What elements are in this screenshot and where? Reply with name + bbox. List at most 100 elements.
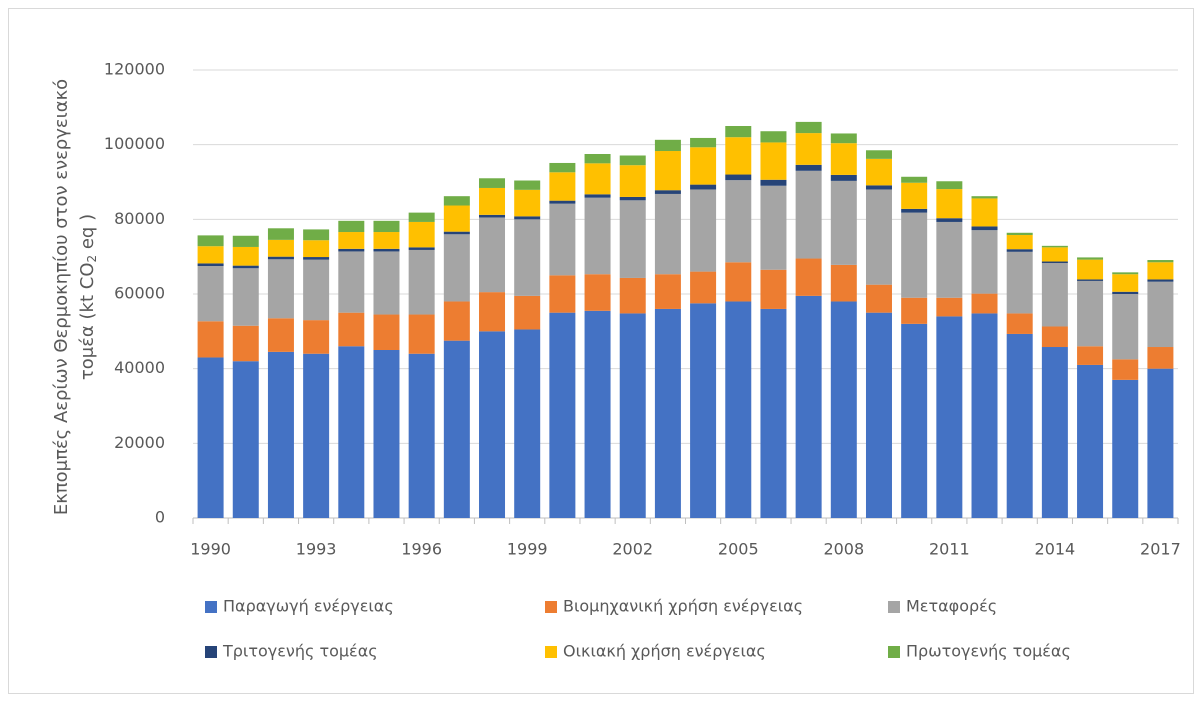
bar-segment — [1077, 279, 1104, 281]
bar-segment — [971, 293, 998, 314]
bar-segment — [408, 314, 435, 354]
bar-segment — [830, 301, 857, 518]
legend-swatch — [545, 646, 557, 658]
bar-segment — [901, 212, 928, 298]
bar-segment — [584, 163, 611, 195]
y-tick-label: 120000 — [104, 60, 165, 79]
legend-label: Πρωτογενής τομέας — [906, 642, 1071, 661]
bar-segment — [338, 346, 365, 518]
bar-segment — [690, 184, 717, 190]
bar-segment — [690, 303, 717, 518]
bar-segment — [1147, 368, 1174, 518]
legend-swatch — [205, 601, 217, 613]
bar-segment — [267, 351, 294, 518]
bar-segment — [654, 274, 681, 309]
bar-segment — [760, 142, 787, 180]
bar-segment — [725, 137, 752, 175]
bar-segment — [197, 266, 224, 322]
bar-segment — [408, 221, 435, 248]
legend-label: Παραγωγή ενέργειας — [223, 597, 394, 616]
bar-segment — [338, 232, 365, 249]
bar-segment — [197, 235, 224, 247]
bar-segment — [971, 313, 998, 518]
bar-segment — [584, 194, 611, 198]
bar-segment — [584, 274, 611, 311]
bar-segment — [549, 172, 576, 201]
bar-segment — [549, 200, 576, 204]
bar-segment — [1112, 379, 1139, 518]
bar-segment — [479, 331, 506, 518]
bar-segment — [725, 301, 752, 518]
bar-segment — [443, 205, 470, 232]
legend-label: Οικιακή χρήση ενέργειας — [563, 642, 766, 661]
x-tick-label: 1990 — [190, 540, 231, 559]
bar-segment — [549, 162, 576, 173]
bar-segment — [936, 189, 963, 219]
bar-segment — [408, 247, 435, 250]
bar-segment — [197, 357, 224, 518]
bar-segment — [584, 310, 611, 518]
bar-segment — [267, 259, 294, 319]
legend-label: Τριτογενής τομέας — [222, 642, 378, 661]
bar-segment — [690, 137, 717, 148]
bar-segment — [865, 312, 892, 518]
bar-segment — [1006, 313, 1033, 334]
legend-swatch — [545, 601, 557, 613]
bar-segment — [901, 176, 928, 183]
bar-segment — [232, 235, 259, 247]
bar-segment — [373, 314, 400, 350]
legend-label: Μεταφορές — [906, 597, 997, 616]
bar-segment — [1147, 347, 1174, 369]
bar-segment — [1147, 262, 1174, 280]
legend-swatch — [205, 646, 217, 658]
x-tick-label: 1999 — [507, 540, 548, 559]
bar-segment — [795, 170, 822, 259]
bar-segment — [514, 189, 541, 217]
bar-segment — [830, 174, 857, 181]
bar-segment — [584, 197, 611, 275]
bar-segment — [725, 126, 752, 138]
bar-segment — [936, 181, 963, 190]
bar-segment — [725, 180, 752, 263]
bar-segment — [1006, 333, 1033, 518]
bar-segment — [1147, 279, 1174, 282]
bar-segment — [232, 265, 259, 269]
bar-segment — [549, 203, 576, 276]
bar-segment — [338, 248, 365, 252]
bar-segment — [373, 350, 400, 518]
bar-segment — [1077, 257, 1104, 260]
x-tick-label: 2008 — [823, 540, 864, 559]
legend-label: Βιομηχανική χρήση ενέργειας — [563, 597, 803, 616]
bar-segment — [971, 226, 998, 231]
bar-segment — [303, 259, 330, 321]
bar-segment — [267, 239, 294, 257]
bar-segment — [303, 229, 330, 241]
bar-segment — [1147, 260, 1174, 263]
bar-segment — [514, 219, 541, 296]
y-tick-label: 40000 — [114, 358, 165, 377]
bar-segment — [303, 320, 330, 354]
bar-segment — [795, 164, 822, 171]
bar-segment — [303, 240, 330, 258]
bar-segment — [197, 321, 224, 358]
y-axis-label-part: τομέα (kt CO — [77, 263, 98, 381]
bar-segment — [760, 179, 787, 186]
bar-segment — [619, 196, 646, 201]
y-tick-label: 60000 — [114, 284, 165, 303]
bar-segment — [338, 251, 365, 313]
bar-segment — [549, 275, 576, 313]
bar-segment — [795, 258, 822, 296]
bar-segment — [1077, 346, 1104, 365]
bar-segment — [690, 189, 717, 272]
bar-segment — [1006, 249, 1033, 252]
bar-segment — [725, 174, 752, 181]
bar-segment — [1041, 247, 1068, 262]
bar-segment — [654, 190, 681, 194]
bar-segment — [1041, 245, 1068, 248]
bar-segment — [865, 158, 892, 186]
bar-segment — [1112, 359, 1139, 380]
bar-segment — [373, 248, 400, 252]
bar-segment — [373, 251, 400, 315]
bar-segment — [1077, 364, 1104, 518]
bar-segment — [549, 312, 576, 518]
